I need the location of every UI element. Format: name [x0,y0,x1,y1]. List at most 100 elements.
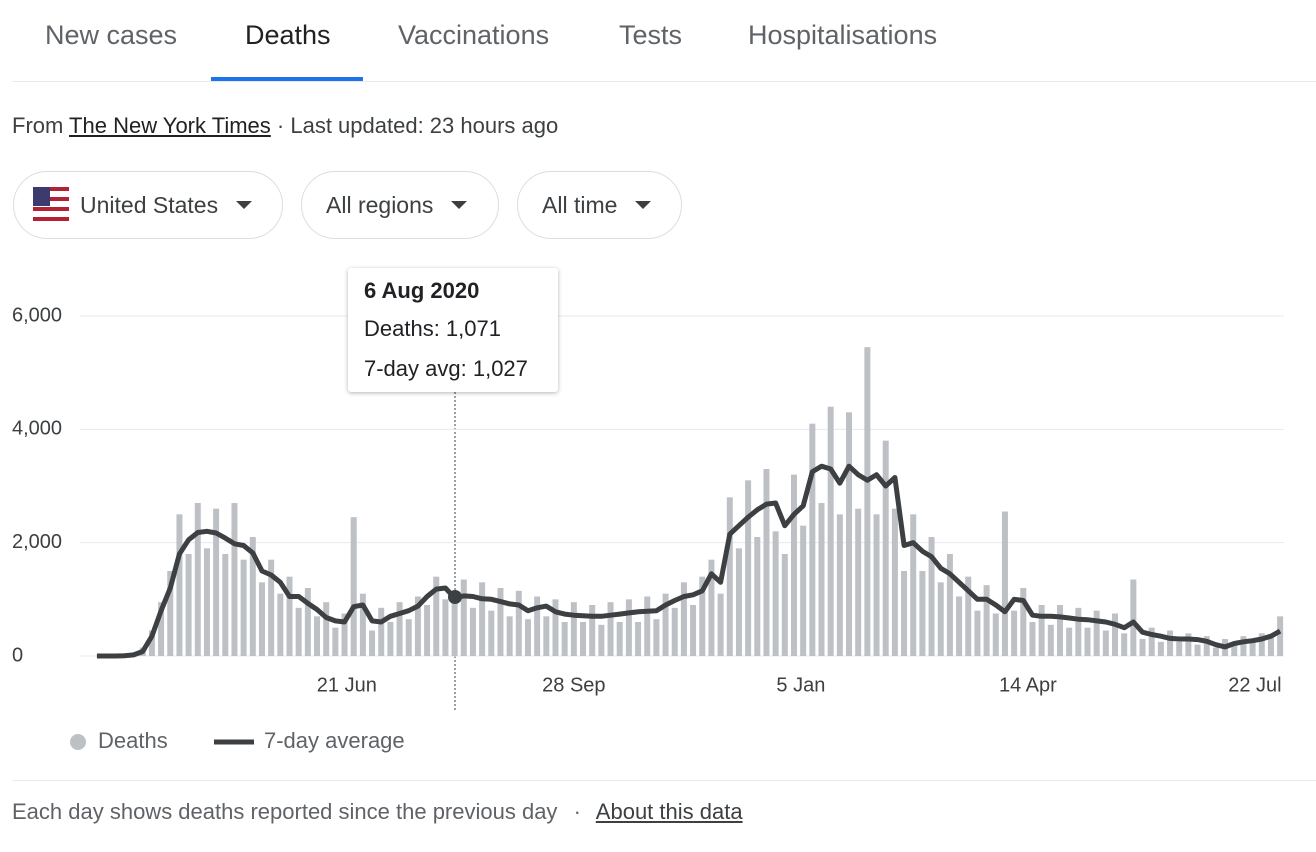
bar [1075,607,1082,656]
bar [424,605,431,656]
bar [479,582,486,656]
bar [708,559,715,656]
y-tick-label: 0 [12,644,23,666]
bar [295,607,302,656]
tooltip-date: 6 Aug 2020 [364,278,480,303]
bar [552,599,559,656]
bar [213,508,220,656]
tooltip-line: Deaths: 1,071 [364,316,501,341]
bar [589,605,596,656]
bar [1011,610,1018,656]
bar [864,347,871,656]
bar [928,537,935,656]
flag-icon [33,187,69,223]
bar [1231,644,1238,656]
tab[interactable]: New cases [45,20,178,50]
bar [1167,630,1174,656]
bar [506,616,513,656]
bar [1121,633,1128,656]
bar [240,559,247,656]
country-dropdown[interactable]: United States [13,171,283,239]
bar [561,622,568,656]
bar [258,582,265,656]
source-line: From The New York Times · Last updated: … [12,113,558,139]
bar [203,548,210,656]
bar [1148,627,1155,656]
dropdown-label: United States [80,191,219,218]
bar [524,619,531,656]
bar [882,440,889,656]
bar [369,630,376,656]
x-tick-label: 14 Apr [999,674,1057,696]
tab[interactable]: Hospitalisations [748,20,938,50]
divider [12,780,1316,781]
bar [1157,641,1164,656]
bar [176,514,183,656]
x-tick-label: 28 Sep [542,674,605,696]
bar [460,579,467,656]
bar [937,582,944,656]
bar [580,622,587,656]
bar [1066,627,1073,656]
bar [442,599,449,656]
bar [1029,622,1036,656]
bar [754,537,761,656]
bar [598,624,605,656]
bar [451,595,458,656]
bar [222,554,229,656]
tab-active[interactable]: Deaths [245,20,331,50]
bar [1130,579,1137,656]
bar [1249,641,1256,656]
tab[interactable]: Vaccinations [398,20,550,50]
x-tick-label: 22 Jul [1228,674,1281,696]
bar [396,602,403,656]
bar [680,582,687,656]
tooltip: 6 Aug 2020 Deaths: 1,071 7-day avg: 1,02… [348,268,558,392]
footer-link[interactable]: About this data [595,799,743,824]
bar [690,605,697,656]
bar [249,537,256,656]
bar [387,622,394,656]
bar [653,619,660,656]
bar [515,590,522,656]
bar [167,571,174,656]
bar [231,503,238,656]
bar [1038,605,1045,656]
bar [809,423,816,656]
bar [946,554,953,656]
source-link[interactable]: The New York Times [69,113,271,138]
tab[interactable]: Tests [619,20,683,50]
source-prefix: From [12,113,64,138]
bar [717,593,724,656]
bar [827,406,834,656]
bar [158,602,165,656]
bar [836,514,843,656]
bar [1194,644,1201,656]
bar [1093,610,1100,656]
bar [304,588,311,656]
time-dropdown[interactable]: All time [517,171,682,239]
bar [332,627,339,656]
bar [891,508,898,656]
dropdown-label: All regions [326,191,434,218]
bar [341,613,348,656]
bar [359,593,366,656]
footer-text: Each day shows deaths reported since the… [12,799,558,824]
bar [901,571,908,656]
bar [497,588,504,656]
dropdown-label: All time [542,191,618,218]
bar [286,576,293,656]
bar [763,469,770,656]
bar [185,554,192,656]
legend-swatch [70,734,86,750]
bar [846,412,853,656]
bar [919,571,926,656]
region-dropdown[interactable]: All regions [301,171,499,239]
bar [534,596,541,656]
bar [625,599,632,656]
divider [12,81,1316,82]
bar [1102,630,1109,656]
bar [671,607,678,656]
x-tick-label: 5 Jan [776,674,825,696]
